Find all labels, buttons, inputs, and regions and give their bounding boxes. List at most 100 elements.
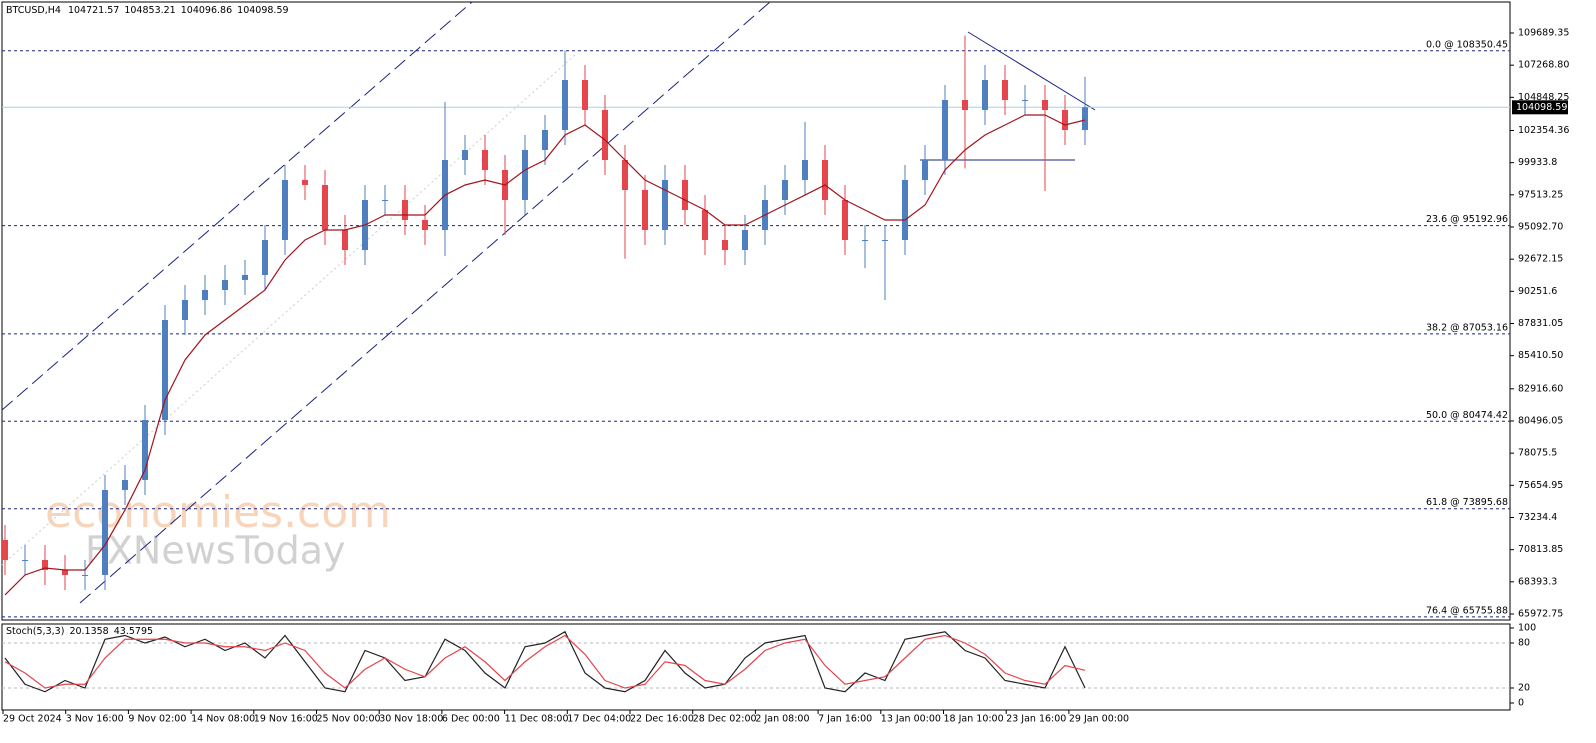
candle-body [722, 239, 728, 250]
current-price-box [1512, 100, 1568, 115]
candle-body [342, 229, 348, 250]
x-tick-label: 13 Jan 00:00 [881, 714, 941, 725]
y-tick-label: 85410.50 [1518, 350, 1563, 361]
fib-label: 50.0 @ 80474.42 [1426, 410, 1508, 421]
trend-lines [1, 1, 1096, 604]
x-tick-label: 19 Nov 16:00 [254, 714, 318, 725]
low: 104096.86 [181, 5, 232, 16]
candle-body [562, 79, 568, 130]
price-pane [1, 1, 1511, 621]
candle-body [2, 539, 8, 560]
candle-body [62, 569, 68, 575]
candle-body [102, 489, 108, 575]
candle-body [902, 179, 908, 240]
y-tick-label: 109689.35 [1518, 27, 1569, 38]
y-tick-label: 90251.6 [1518, 286, 1557, 297]
candle-body [322, 184, 328, 230]
fib-label: 23.6 @ 95192.96 [1426, 214, 1508, 225]
candle-body [482, 149, 488, 170]
candle-body [382, 199, 388, 201]
close: 104098.59 [237, 5, 288, 16]
candle-body [662, 179, 668, 230]
candle-body [1042, 99, 1048, 110]
stoch-k: 20.1358 [69, 626, 108, 637]
y-tick-label: 87831.05 [1518, 318, 1563, 329]
y-tick-label: 102354.36 [1518, 125, 1569, 136]
stoch-name: Stoch(5,3,3) [6, 626, 64, 637]
candle-body [22, 559, 28, 561]
y-tick-label: 92672.15 [1518, 254, 1563, 265]
watermark: FXNewsToday [85, 529, 345, 573]
candle-body [982, 79, 988, 110]
y-tick-label: 97513.25 [1518, 189, 1563, 200]
candle-body [582, 79, 588, 110]
candle-body [862, 239, 868, 241]
candle-body [962, 99, 968, 110]
candle-body [522, 149, 528, 200]
candle-body [82, 574, 88, 576]
candle-body [42, 559, 48, 570]
stoch-header: Stoch(5,3,3) 20.1358 43.5795 [6, 626, 153, 637]
candle-body [802, 159, 808, 180]
candle-body [942, 99, 948, 160]
symbol: BTCUSD,H4 [6, 5, 61, 16]
stoch-tick-label: 80 [1518, 638, 1530, 649]
channel-upper [1, 1, 473, 411]
candle-body [1022, 99, 1028, 101]
stoch-pane [1, 623, 1511, 711]
y-tick-label: 65972.75 [1518, 608, 1563, 619]
y-tick-label: 80496.05 [1518, 415, 1563, 426]
x-tick-label: 29 Oct 2024 [3, 714, 62, 725]
stoch-line [4, 634, 1086, 689]
y-tick-label: 107268.80 [1518, 60, 1569, 71]
fib-label: 76.4 @ 65755.88 [1426, 605, 1508, 616]
candle-body [162, 319, 168, 420]
candle-body [882, 239, 888, 241]
candle-body [462, 149, 468, 160]
fib-label: 38.2 @ 87053.16 [1426, 322, 1508, 333]
candle-body [122, 479, 128, 490]
x-tick-label: 11 Dec 08:00 [505, 714, 569, 725]
x-tick-label: 17 Dec 04:00 [567, 714, 631, 725]
candle-body [782, 179, 788, 200]
candle-body [682, 179, 688, 210]
header: BTCUSD,H4 104721.57 104853.21 104096.86 … [6, 5, 289, 16]
candle-body [642, 189, 648, 230]
candle-body [822, 159, 828, 200]
stoch-d: 43.5795 [114, 626, 153, 637]
candle-body [542, 129, 548, 150]
candle-body [1062, 109, 1068, 130]
candle-body [742, 229, 748, 250]
fib-label: 61.8 @ 73895.68 [1426, 497, 1508, 508]
candle-body [142, 419, 148, 480]
candle-body [702, 209, 708, 240]
candle-body [282, 179, 288, 240]
y-tick-label: 68393.3 [1518, 576, 1557, 587]
candle-body [262, 239, 268, 275]
triangle-upper [967, 31, 1096, 111]
x-tick-label: 7 Jan 16:00 [818, 714, 872, 725]
stoch-tick-label: 0 [1518, 698, 1524, 709]
x-tick-label: 3 Nov 16:00 [66, 714, 124, 725]
candle-body [302, 179, 308, 185]
candle-body [402, 199, 408, 220]
x-tick-label: 2 Jan 08:00 [755, 714, 809, 725]
x-tick-label: 25 Nov 00:00 [317, 714, 381, 725]
candle-body [1002, 79, 1008, 100]
current-price-label: 104098.59 [1516, 102, 1567, 113]
candle-body [242, 274, 248, 280]
stoch-tick-label: 100 [1518, 623, 1536, 634]
stoch-line [4, 630, 1086, 693]
candle-body [602, 109, 608, 160]
y-tick-label: 99933.8 [1518, 157, 1557, 168]
x-tick-label: 22 Dec 16:00 [630, 714, 694, 725]
open: 104721.57 [68, 5, 119, 16]
candle-body [1082, 107, 1088, 130]
x-tick-label: 18 Jan 10:00 [944, 714, 1004, 725]
candle-body [222, 279, 228, 290]
y-tick-label: 70813.85 [1518, 544, 1563, 555]
y-tick-label: 95092.70 [1518, 221, 1563, 232]
candle-body [922, 159, 928, 180]
y-tick-label: 78075.5 [1518, 448, 1557, 459]
